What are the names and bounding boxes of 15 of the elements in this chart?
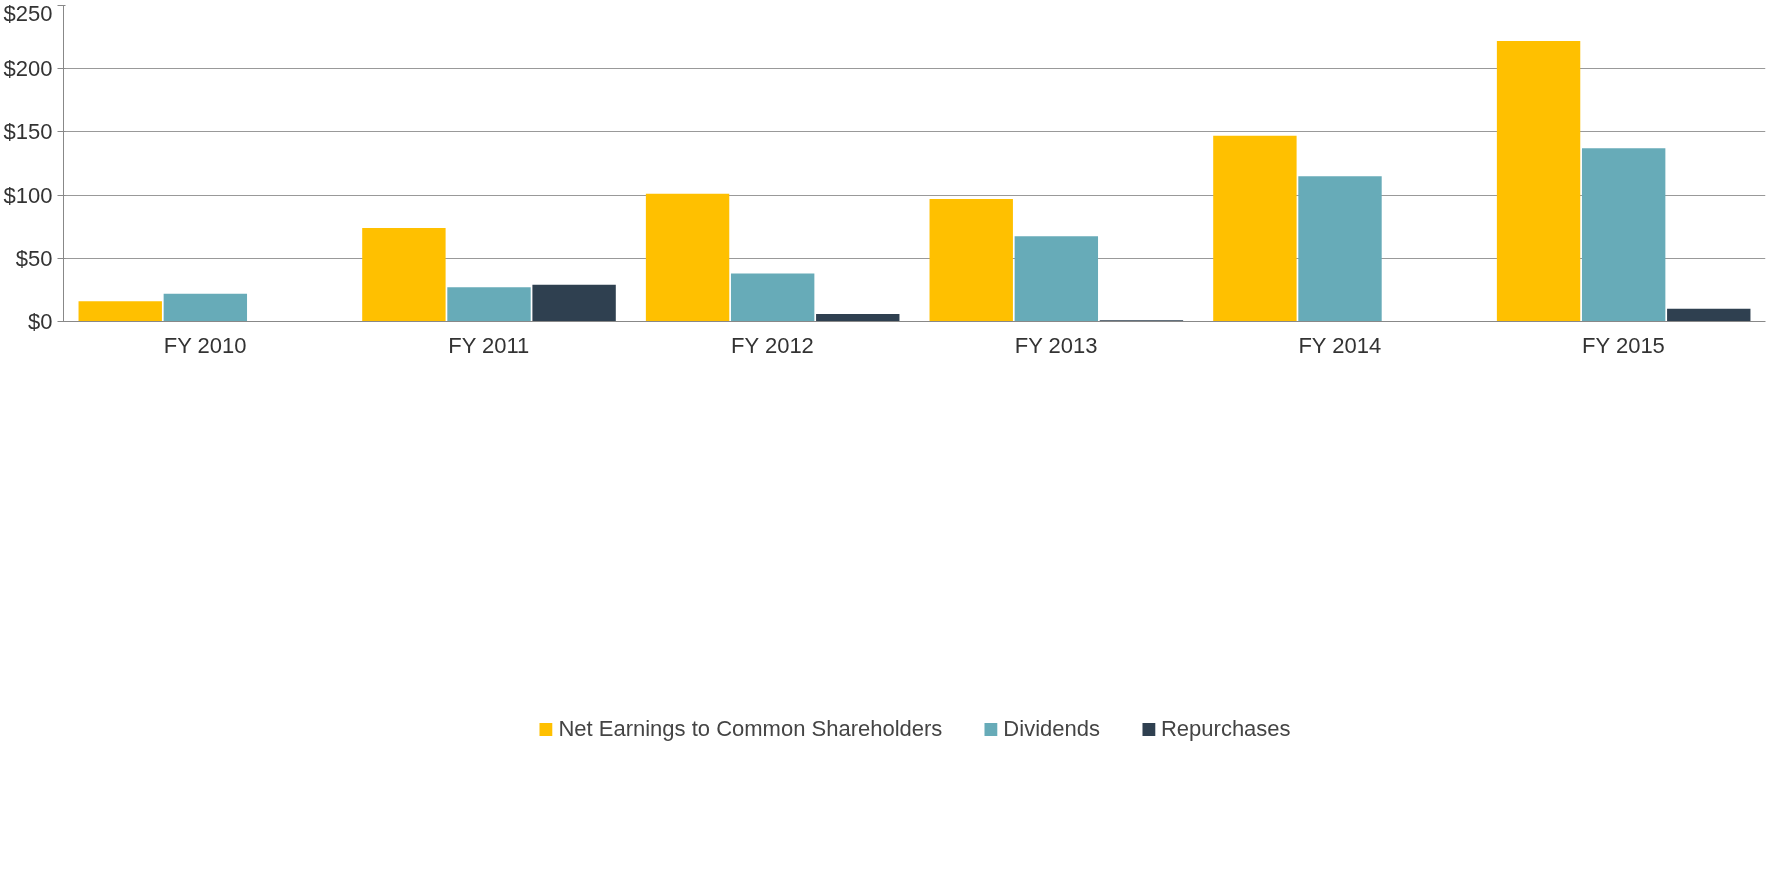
y-tick-label: $0 xyxy=(28,309,53,334)
x-tick-label: FY 2010 xyxy=(163,332,247,358)
x-tick-label: FY 2015 xyxy=(1582,332,1665,358)
x-tick-label: FY 2014 xyxy=(1298,332,1382,358)
legend-label: Repurchases xyxy=(1160,715,1291,742)
y-tick-label: $200 xyxy=(3,56,53,82)
y-tick-label: $250 xyxy=(3,0,53,26)
x-tick-label: FY 2013 xyxy=(1014,332,1098,358)
y-tick-label: $100 xyxy=(3,182,53,208)
x-tick-label: FY 2011 xyxy=(448,332,530,358)
y-tick-label: $50 xyxy=(15,245,53,271)
legend-label: Dividends xyxy=(1003,715,1100,742)
x-tick-label: FY 2012 xyxy=(731,332,814,358)
legend-label: Net Earnings to Common Shareholders xyxy=(558,715,943,742)
y-tick-label: $150 xyxy=(3,119,53,145)
